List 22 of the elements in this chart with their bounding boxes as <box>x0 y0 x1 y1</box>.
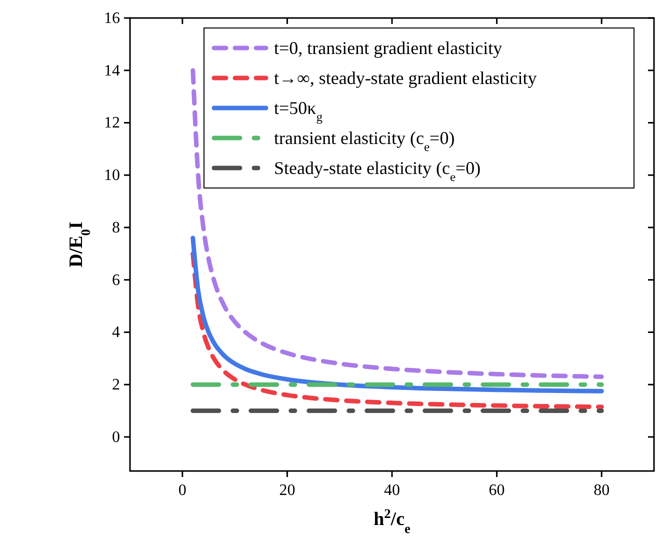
y-tick-label: 0 <box>112 428 120 446</box>
line-series <box>190 68 604 379</box>
legend-label: transient elasticity (c$_{e}$=0) <box>274 128 455 154</box>
x-tick-label: 0 <box>178 482 186 499</box>
x-axis-title: h$^{2}$/c$_{e}$ <box>374 506 411 536</box>
legend-label: t→∞, steady-state gradient elasticity <box>274 68 537 88</box>
x-tick-label: 80 <box>594 482 610 499</box>
y-tick-label: 6 <box>112 272 120 289</box>
line-series <box>190 251 604 410</box>
y-tick-label: 14 <box>104 62 120 80</box>
x-tick-label: 60 <box>488 482 505 499</box>
y-tick-label: 16 <box>104 10 120 27</box>
x-tick-label: 40 <box>384 482 400 499</box>
y-tick-label: 4 <box>112 324 120 342</box>
y-tick-label: 12 <box>104 114 120 132</box>
y-tick-label: 10 <box>104 167 120 184</box>
legend-label: Steady-state elasticity (c$_{e}$=0) <box>274 158 481 184</box>
legend-label: t=50κ$_{g}$ <box>274 98 324 124</box>
y-tick-label: 8 <box>112 219 120 236</box>
x-tick-label: 20 <box>279 482 296 499</box>
y-tick-label: 2 <box>112 376 120 394</box>
legend-label: t=0, transient gradient elasticity <box>274 38 502 58</box>
